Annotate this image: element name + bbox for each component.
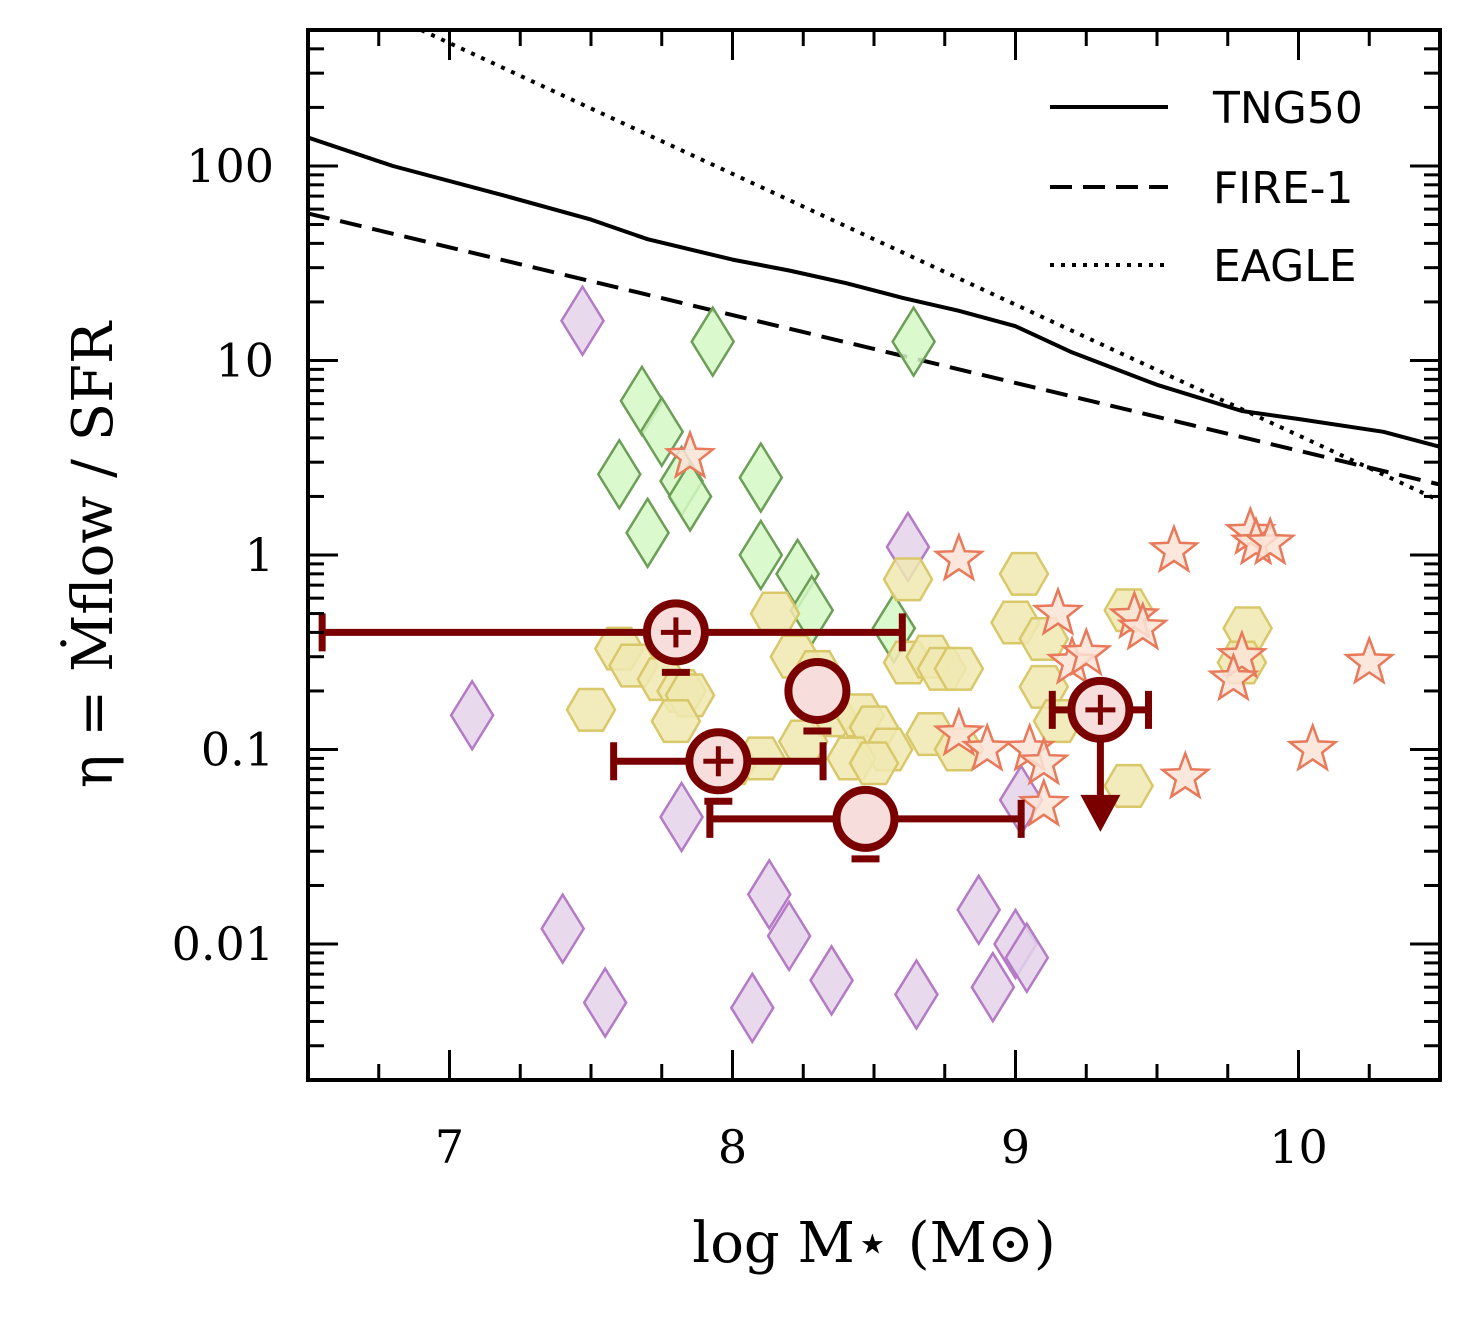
x-tick-label: 7 <box>435 1120 464 1174</box>
measurement-circle-1 <box>784 657 851 724</box>
point-star-3-0 <box>663 429 717 480</box>
point-diamond-0-5 <box>746 858 792 931</box>
point-hexagon-2-7 <box>650 699 702 744</box>
point-diamond-0-6 <box>766 899 812 973</box>
point-diamond-0-7 <box>809 944 855 1017</box>
point-diamond-0-1 <box>449 678 495 752</box>
point-diamond-0-4 <box>582 966 628 1039</box>
point-diamond-0-11 <box>956 873 1002 947</box>
x-tick-label: 10 <box>1269 1120 1328 1174</box>
measurement-3 <box>706 785 1025 863</box>
y-axis-title: η = Ṁflow / SFR <box>60 320 126 788</box>
point-star-3-10 <box>1243 515 1297 566</box>
y-tick-label: 0.1 <box>201 723 274 777</box>
point-diamond-1-8 <box>625 496 671 570</box>
point-star-3-20 <box>1017 777 1071 828</box>
point-diamond-0-8 <box>729 971 775 1045</box>
point-star-3-13 <box>1342 634 1396 685</box>
point-diamond-0-12 <box>970 950 1016 1024</box>
legend-label-fire-1: FIRE-1 <box>1213 163 1354 214</box>
point-diamond-1-9 <box>738 518 784 592</box>
point-star-3-4 <box>1059 626 1113 677</box>
legend: TNG50 FIRE-1 EAGLE <box>1050 83 1363 292</box>
y-tick-label: 10 <box>215 333 274 387</box>
point-star-3-1 <box>932 531 986 582</box>
line-tng50 <box>308 135 1440 449</box>
point-hexagon-2-26 <box>998 551 1050 596</box>
legend-label-tng50: TNG50 <box>1212 83 1363 134</box>
point-star-3-15 <box>1159 749 1212 800</box>
point-hexagon-2-23 <box>848 741 900 786</box>
y-tick-label: 1 <box>245 528 274 582</box>
point-star-3-18 <box>932 706 986 757</box>
point-diamond-0-14 <box>1004 921 1050 995</box>
point-diamond-0-3 <box>540 892 586 966</box>
measurement-0 <box>318 599 906 676</box>
point-star-3-11 <box>1215 629 1269 680</box>
point-diamond-1-4 <box>596 437 642 511</box>
y-tick-label: 0.01 <box>172 917 274 971</box>
measurement-points <box>318 599 1153 863</box>
point-diamond-1-0 <box>690 305 736 379</box>
measurement-4 <box>1048 676 1153 832</box>
line-eagle <box>420 30 1440 503</box>
x-tick-label: 8 <box>718 1120 747 1174</box>
point-star-3-7 <box>1147 523 1201 574</box>
point-hexagon-2-1 <box>749 591 801 636</box>
measurement-1 <box>784 657 851 735</box>
point-star-3-19 <box>960 721 1014 772</box>
point-hexagon-2-0 <box>882 557 934 602</box>
upper-limit-arrow-4 <box>1080 794 1121 832</box>
point-diamond-0-10 <box>893 958 939 1031</box>
x-tick-label: 9 <box>1001 1120 1030 1174</box>
point-hexagon-2-20 <box>933 646 985 691</box>
point-diamond-0-2 <box>659 780 705 854</box>
point-star-3-2 <box>1031 585 1085 636</box>
point-hexagon-2-8 <box>565 687 617 732</box>
line-fire-1 <box>308 211 1440 487</box>
scatter-points <box>449 284 1396 1045</box>
point-diamond-1-6 <box>667 460 713 533</box>
point-star-3-6 <box>1116 600 1170 651</box>
y-tick-label: 100 <box>186 139 274 193</box>
simulation-lines <box>308 30 1440 503</box>
point-star-3-12 <box>1207 651 1260 702</box>
point-star-3-17 <box>1017 735 1071 786</box>
point-diamond-1-1 <box>891 305 937 379</box>
legend-label-eagle: EAGLE <box>1213 241 1357 292</box>
point-diamond-1-3 <box>639 395 685 469</box>
measurement-circle-3 <box>832 785 899 852</box>
point-diamond-1-7 <box>738 441 784 514</box>
axes: 7 8 9 10 0.01 0.1 1 10 100 log M⋆ (M⊙) η = Ṁflow /… <box>60 28 1442 1276</box>
point-star-3-14 <box>1286 721 1339 772</box>
point-diamond-0-0 <box>560 284 605 358</box>
x-axis-title: log M⋆ (M⊙) <box>692 1211 1055 1276</box>
